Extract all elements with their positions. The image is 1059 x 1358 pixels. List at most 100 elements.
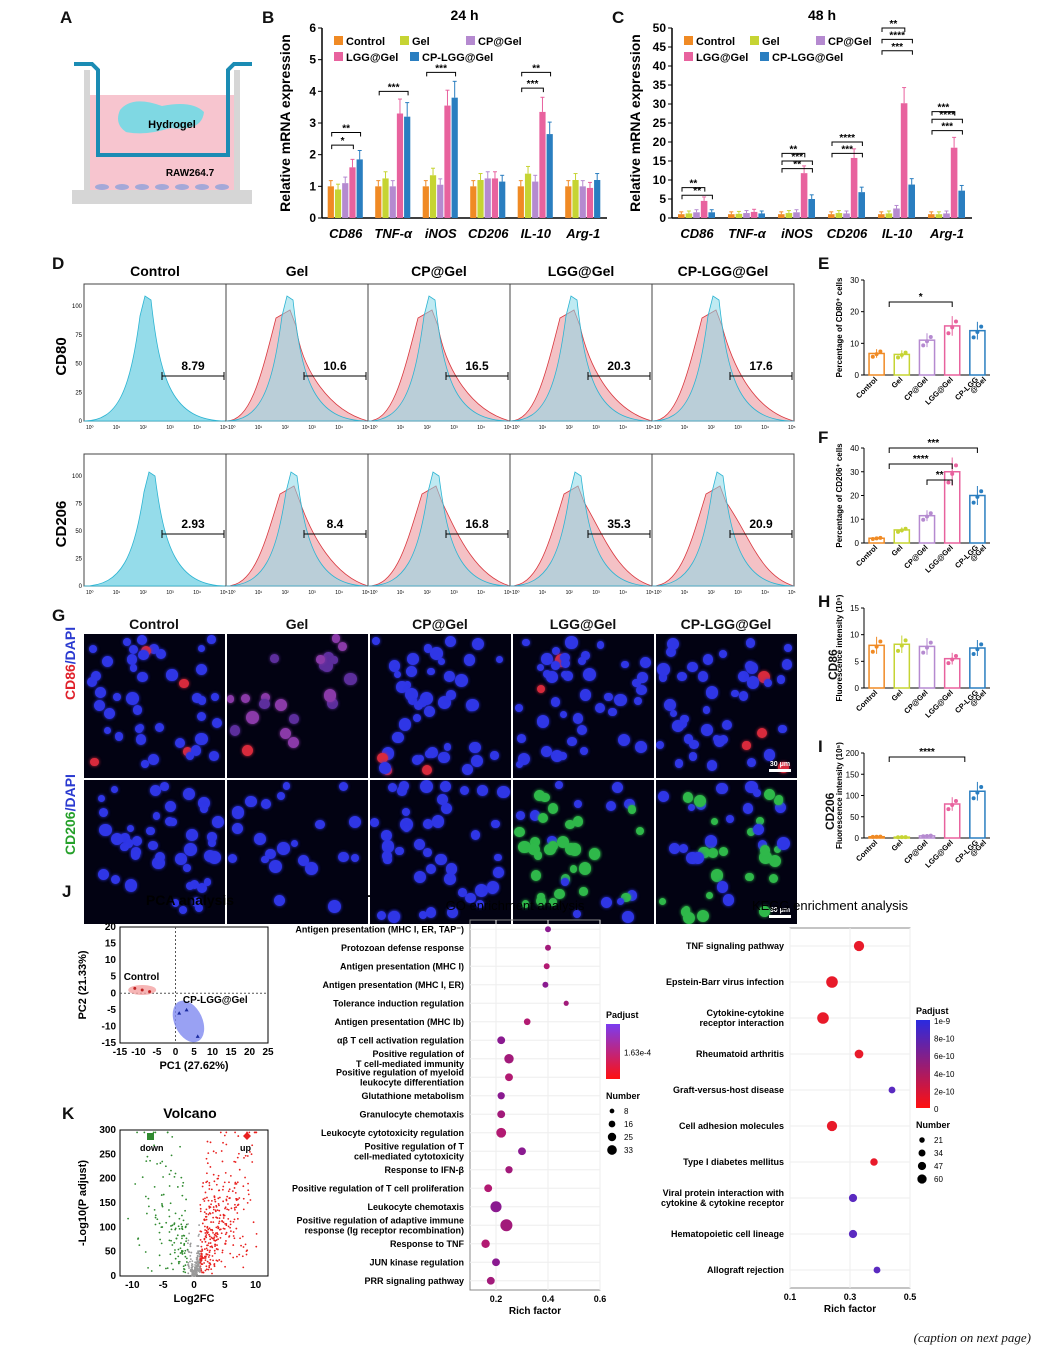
volcano-point — [208, 1188, 211, 1190]
cell-nucleus — [514, 703, 523, 712]
cell-nucleus — [443, 743, 452, 752]
cell-nucleus — [283, 782, 291, 790]
volcano-point — [181, 1225, 184, 1228]
cell-nucleus — [138, 649, 149, 661]
volcano-point — [212, 1173, 215, 1176]
cell-nucleus — [120, 833, 130, 843]
flow-row-label: CD206 — [53, 501, 70, 548]
cell-nucleus — [706, 892, 714, 900]
volcano-point — [227, 1217, 230, 1220]
volcano-point — [210, 1268, 213, 1271]
cell-nucleus — [194, 732, 208, 746]
cell-nucleus — [551, 660, 561, 670]
cell-nucleus — [200, 805, 208, 813]
cell-nucleus — [182, 747, 192, 756]
term-label: Positive regulation of T cell proliferat… — [292, 1183, 464, 1193]
g-row1-label: CD86/DAPI — [62, 627, 78, 700]
bar — [735, 213, 743, 218]
volcano-point — [213, 1180, 216, 1183]
volcano-point — [184, 1209, 186, 1212]
panel-label-i: I — [818, 737, 823, 756]
cell-nucleus — [658, 672, 668, 682]
volcano-point — [191, 1263, 194, 1266]
volcano-point — [153, 1208, 156, 1211]
volcano-point — [170, 1154, 173, 1157]
volcano-point — [229, 1175, 232, 1177]
cell-nucleus — [537, 892, 545, 901]
term-label: Type I diabetes mellitus — [683, 1157, 784, 1167]
volcano-point — [182, 1270, 185, 1273]
cell-nucleus — [399, 781, 410, 791]
volcano-point — [188, 1251, 191, 1254]
cell-nucleus — [95, 687, 106, 698]
volcano-point — [237, 1152, 240, 1155]
cell-nucleus — [141, 760, 150, 768]
volcano-point — [246, 1201, 249, 1204]
sig-stars: ** — [690, 179, 698, 190]
cell-nucleus — [563, 671, 574, 681]
volcano-point — [227, 1190, 230, 1193]
sig-bracket — [881, 38, 913, 44]
cell-nucleus — [486, 883, 498, 894]
sig-stars: ** — [342, 124, 350, 135]
volcano-point — [196, 1258, 199, 1261]
cell-nucleus — [716, 881, 729, 893]
volcano-point — [224, 1206, 227, 1209]
cell-nucleus — [560, 671, 568, 679]
bar-chart-48h: 48 h 0 5 10 15 20 25 30 35 40 45 50 Relative mRNA ex… — [627, 7, 972, 241]
bar — [444, 105, 451, 218]
flow-gate-value: 10.6 — [323, 359, 347, 373]
volcano-point — [214, 1209, 217, 1212]
panel-label-d: D — [52, 254, 65, 273]
size-legend-dot — [607, 1132, 617, 1142]
bar — [389, 186, 396, 218]
cell-nucleus — [326, 697, 338, 709]
cell-nucleus — [174, 737, 185, 748]
cell-nucleus — [656, 740, 665, 749]
volcano-point — [179, 1252, 182, 1254]
volcano-point — [244, 1154, 247, 1157]
volcano-point — [217, 1189, 220, 1192]
volcano-point — [222, 1141, 224, 1144]
cell-nucleus — [462, 764, 474, 776]
cell-nucleus — [372, 636, 381, 645]
flow-x-tick: 10⁰ — [228, 425, 236, 431]
data-point — [903, 835, 908, 840]
color-scale-tick: 1.63e-4 — [624, 1049, 652, 1058]
cell-nucleus — [101, 655, 114, 668]
flow-group-header: CP-LGG@Gel — [678, 263, 769, 279]
volcano-point — [241, 1235, 244, 1238]
flow-histogram-grid: Control Gel CP@Gel LGG@Gel CP-LGG@Gel CD80 0 25… — [53, 263, 796, 596]
cell-nucleus — [495, 655, 504, 664]
bar — [693, 212, 700, 218]
cell-nucleus — [705, 685, 719, 699]
volcano-point — [255, 1245, 258, 1248]
volcano-point — [208, 1265, 211, 1267]
volcano-point — [219, 1131, 222, 1134]
cell-nucleus — [398, 718, 411, 731]
cell-nucleus — [437, 657, 446, 666]
volcano-point — [225, 1240, 227, 1242]
data-point — [899, 835, 904, 840]
term-label: Positive regulation of myeloid — [336, 1067, 464, 1077]
volcano-point — [244, 1176, 246, 1179]
cell-nucleus — [764, 789, 776, 801]
y-tick-label: -15 — [102, 1038, 117, 1049]
cell-nucleus — [745, 661, 755, 672]
volcano-point — [191, 1268, 194, 1271]
y-tick-label: 200 — [846, 749, 860, 758]
volcano-point — [228, 1197, 231, 1200]
cell-nucleus — [405, 688, 418, 702]
volcano-point — [216, 1231, 218, 1234]
cell-nucleus — [104, 707, 116, 719]
data-point — [979, 785, 984, 790]
flow-histogram-control — [225, 471, 369, 587]
bar — [579, 186, 586, 218]
volcano-point — [228, 1235, 230, 1238]
volcano-point — [199, 1203, 202, 1206]
sig-bracket — [888, 301, 953, 307]
cell-nucleus — [232, 806, 245, 819]
bar — [708, 212, 715, 218]
bubble — [497, 1092, 505, 1100]
cell-nucleus — [687, 803, 695, 811]
